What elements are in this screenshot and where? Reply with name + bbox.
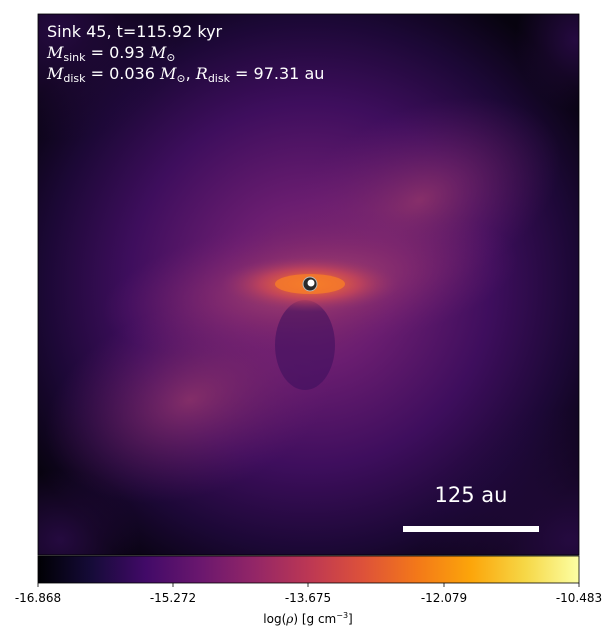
- colorbar-label: log(ρ) [g cm−3]: [263, 611, 353, 627]
- colorbar-tick-label: -10.483: [555, 591, 603, 605]
- sink-title: Sink 45, t=115.92 kyr: [47, 22, 223, 41]
- disk-properties: Mdisk = 0.036 M⊙, Rdisk = 97.31 au: [47, 64, 325, 85]
- scale-bar: [403, 526, 539, 532]
- sink-mass: Msink = 0.93 M⊙: [47, 43, 176, 64]
- scale-bar-label: 125 au: [434, 483, 508, 507]
- plot-frame: [37, 13, 580, 556]
- colorbar-tick-label: -16.868: [14, 591, 62, 605]
- colorbar: [37, 555, 580, 584]
- colorbar-tick-label: -15.272: [149, 591, 197, 605]
- colorbar-ticks: [37, 583, 580, 587]
- colorbar-tick-label: -12.079: [420, 591, 468, 605]
- colorbar-tick-label: -13.675: [284, 591, 332, 605]
